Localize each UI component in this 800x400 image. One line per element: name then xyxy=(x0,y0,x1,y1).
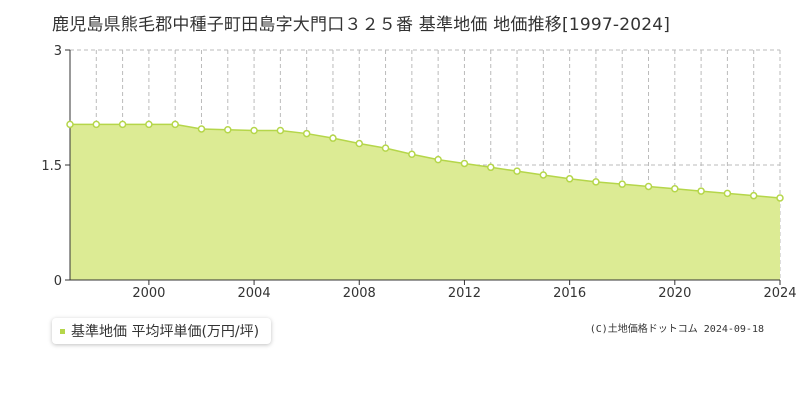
data-point xyxy=(92,120,101,129)
data-point xyxy=(224,125,232,134)
data-point xyxy=(460,159,469,168)
data-point xyxy=(381,144,390,152)
legend[interactable]: 基準地価 平均坪単価(万円/坪) xyxy=(52,318,272,344)
x-tick-label: 2016 xyxy=(553,286,586,301)
data-point xyxy=(644,182,653,191)
data-point xyxy=(565,175,574,183)
data-point xyxy=(723,189,732,198)
y-tick-label: 0 xyxy=(54,274,62,289)
chart-title: 鹿児島県熊毛郡中種子町田島字大門口３２５番 基準地価 地価推移[1997-202… xyxy=(52,15,671,35)
data-point xyxy=(697,187,705,195)
y-tick-label: 1.5 xyxy=(41,159,62,174)
marker-layer xyxy=(66,120,784,202)
data-point xyxy=(355,139,364,148)
data-point xyxy=(145,120,153,129)
x-tick-label: 2024 xyxy=(763,286,796,301)
area-layer xyxy=(70,123,781,280)
data-point xyxy=(197,125,206,133)
x-tick-label: 2004 xyxy=(238,286,271,301)
x-tick-label: 2000 xyxy=(132,286,165,301)
data-point xyxy=(250,126,258,135)
x-tick-label: 2012 xyxy=(448,286,481,301)
data-point xyxy=(486,163,495,172)
data-point xyxy=(329,134,337,142)
data-point xyxy=(171,120,179,129)
legend-marker-icon xyxy=(60,328,65,334)
tick-label-layer: 0 1.5 3 2000 2004 2008 2012 2016 2020 2024 xyxy=(41,44,796,301)
data-point xyxy=(618,180,626,188)
data-point xyxy=(408,150,416,159)
data-point xyxy=(434,155,442,164)
data-point xyxy=(776,194,784,202)
data-point xyxy=(513,167,521,175)
data-point xyxy=(749,191,758,200)
x-tick-label: 2008 xyxy=(343,286,376,301)
y-tick-label: 3 xyxy=(54,44,62,59)
x-tick-label: 2020 xyxy=(658,286,691,301)
data-point xyxy=(276,126,285,135)
data-point xyxy=(66,120,74,129)
data-point xyxy=(118,120,127,129)
data-point xyxy=(592,178,600,186)
data-point xyxy=(539,171,548,179)
data-point xyxy=(302,129,311,138)
series-area xyxy=(70,124,780,280)
axis-layer xyxy=(65,49,781,285)
series-line xyxy=(70,123,781,199)
legend-label: 基準地価 平均坪単価(万円/坪) xyxy=(71,324,260,340)
data-point xyxy=(671,185,679,193)
copyright-notice: (C)土地価格ドットコム 2024-09-18 xyxy=(589,324,764,335)
